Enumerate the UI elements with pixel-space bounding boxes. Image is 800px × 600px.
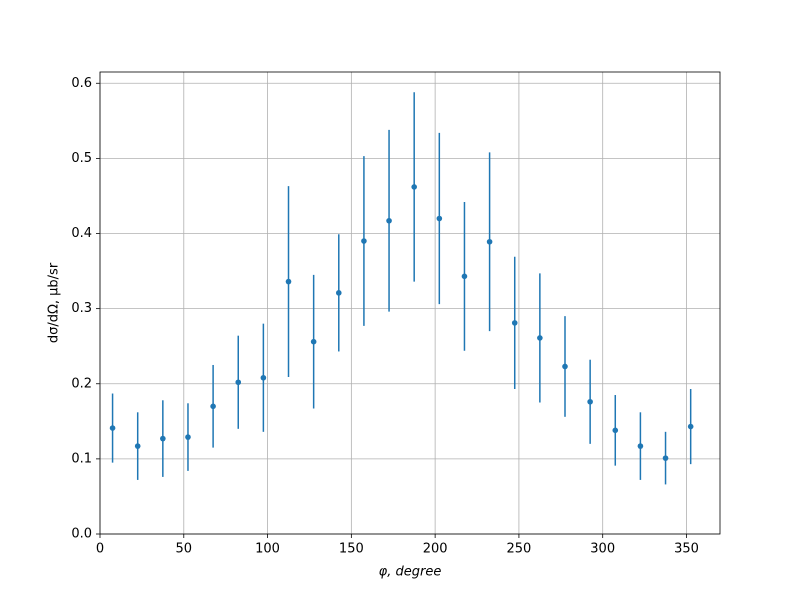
- x-tick-label: 200: [423, 542, 448, 557]
- y-tick-label: 0.2: [71, 376, 92, 391]
- y-tick-label: 0.0: [71, 527, 92, 542]
- data-point: [562, 363, 568, 370]
- data-point: [160, 435, 166, 442]
- data-point: [461, 273, 468, 280]
- y-axis-label: dσ/dΩ, μb/sr: [47, 262, 62, 343]
- data-point: [134, 443, 141, 449]
- data-point: [637, 443, 644, 449]
- data-point: [109, 425, 116, 431]
- x-tick-label: 100: [255, 542, 280, 557]
- data-point: [411, 184, 417, 190]
- data-point: [260, 374, 267, 381]
- data-point: [285, 278, 292, 285]
- x-axis-label: φ, degree: [379, 565, 442, 580]
- data-point: [310, 338, 317, 345]
- data-point: [185, 434, 191, 440]
- data-point: [235, 379, 242, 386]
- data-point: [386, 217, 392, 224]
- data-point: [361, 238, 367, 244]
- x-tick-label: 150: [339, 542, 364, 557]
- data-point: [486, 238, 493, 245]
- data-point: [662, 455, 669, 461]
- y-tick-label: 0.6: [71, 76, 92, 91]
- x-tick-label: 0: [96, 542, 104, 557]
- plot-frame: [99, 71, 721, 535]
- data-point: [335, 290, 342, 296]
- x-tick-label: 50: [176, 542, 193, 557]
- data-point: [587, 398, 593, 405]
- data-point: [537, 335, 543, 341]
- data-point: [612, 427, 619, 434]
- y-tick-label: 0.4: [71, 226, 92, 241]
- x-tick-label: 300: [590, 542, 615, 557]
- x-tick-label: 350: [674, 542, 699, 557]
- y-tick-label: 0.5: [71, 151, 92, 166]
- data-point: [436, 215, 443, 222]
- x-tick-label: 250: [507, 542, 532, 557]
- data-point: [511, 320, 518, 326]
- data-point: [687, 423, 694, 430]
- y-tick-label: 0.1: [71, 451, 92, 466]
- data-point: [210, 403, 216, 410]
- y-tick-label: 0.3: [71, 301, 92, 316]
